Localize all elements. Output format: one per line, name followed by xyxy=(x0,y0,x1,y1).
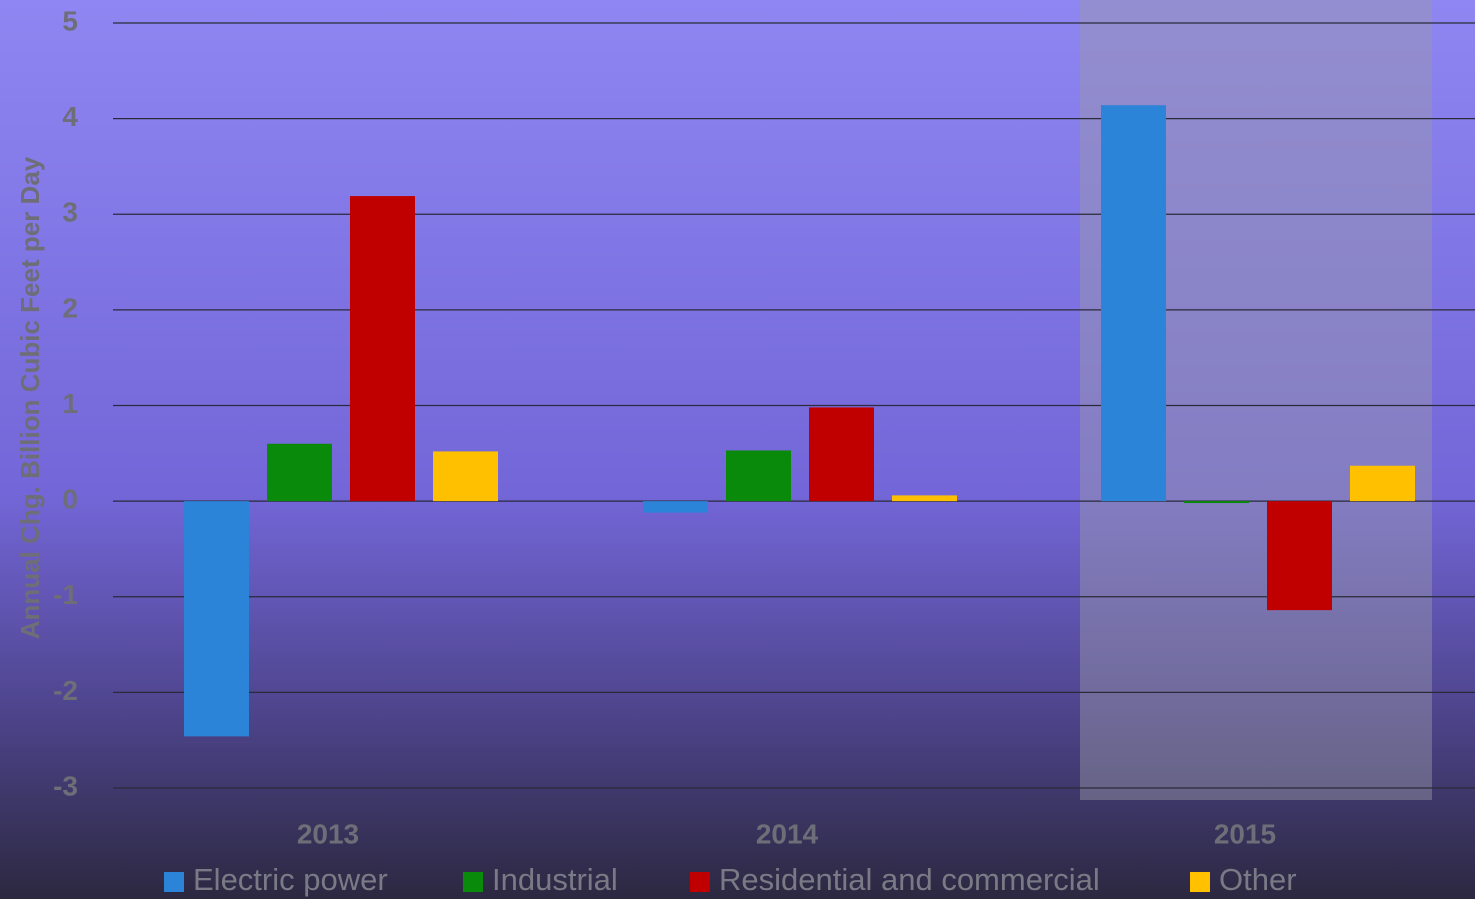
bar xyxy=(433,451,498,502)
legend-label: Residential and commercial xyxy=(719,862,1100,897)
y-tick-label: 5 xyxy=(62,5,78,36)
bar xyxy=(643,501,708,513)
x-tick-label: 2015 xyxy=(1214,818,1276,849)
bar xyxy=(809,407,874,502)
legend-swatch xyxy=(1190,872,1210,892)
y-tick-label: 0 xyxy=(62,484,78,515)
y-axis-title: Annual Chg. Billion Cubic Feet per Day xyxy=(15,156,45,639)
legend-swatch xyxy=(164,872,184,892)
legend-swatch xyxy=(463,872,483,892)
legend-label: Other xyxy=(1219,862,1297,897)
y-tick-label: -2 xyxy=(53,675,78,706)
y-tick-label: -3 xyxy=(53,770,78,801)
y-tick-label: 4 xyxy=(62,101,78,132)
bar xyxy=(1101,105,1166,502)
y-tick-label: 1 xyxy=(62,388,78,419)
y-tick-label: 2 xyxy=(62,292,78,323)
bar xyxy=(1184,501,1249,504)
bar xyxy=(1350,465,1415,502)
y-tick-label: 3 xyxy=(62,197,78,228)
bar xyxy=(267,443,332,502)
bar xyxy=(350,196,415,502)
x-tick-label: 2014 xyxy=(756,818,819,849)
legend-label: Electric power xyxy=(193,862,388,897)
bar xyxy=(184,501,249,737)
bar xyxy=(1267,501,1332,611)
legend-label: Industrial xyxy=(492,862,618,897)
bar xyxy=(726,450,791,502)
y-tick-label: -1 xyxy=(53,579,78,610)
x-tick-label: 2013 xyxy=(297,818,359,849)
bar xyxy=(892,495,957,502)
legend-swatch xyxy=(690,872,710,892)
